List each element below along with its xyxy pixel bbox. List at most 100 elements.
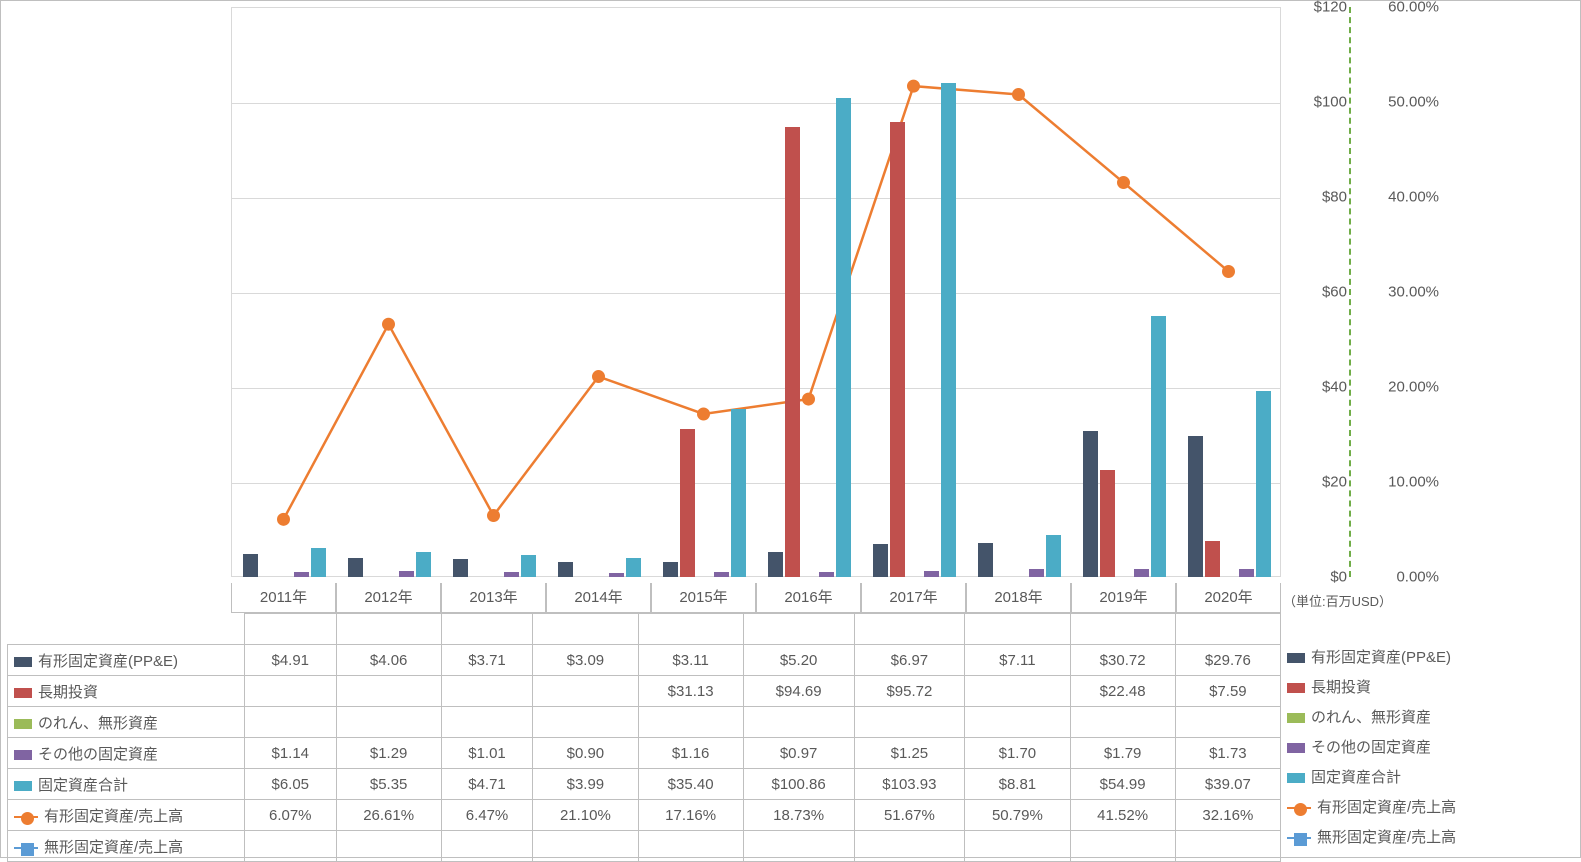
- legend-right-item: 有形固定資産(PP&E): [1283, 643, 1575, 673]
- table-row: のれん、無形資産: [8, 707, 1281, 738]
- bar-other: [924, 571, 939, 577]
- legend-swatch: [14, 719, 32, 729]
- legend-label: 有形固定資産(PP&E): [38, 653, 178, 670]
- legend-right: .有形固定資産(PP&E)長期投資のれん、無形資産その他の固定資産固定資産合計有…: [1283, 613, 1575, 853]
- data-cell: $3.11: [638, 645, 743, 676]
- legend-swatch: [14, 781, 32, 791]
- bar-ppe: [558, 562, 573, 577]
- data-cell: [965, 707, 1070, 738]
- legend-swatch: [14, 688, 32, 698]
- data-cell: [965, 676, 1070, 707]
- legend-label: 固定資産合計: [1311, 769, 1401, 786]
- data-cell: [1175, 831, 1280, 862]
- category-label: 2018年: [966, 583, 1071, 613]
- legend-label: 無形固定資産/売上高: [1317, 829, 1456, 846]
- legend-label: 有形固定資産(PP&E): [1311, 649, 1451, 666]
- bar-ppe: [243, 554, 258, 577]
- data-cell: $8.81: [965, 769, 1070, 800]
- bar-total: [416, 552, 431, 577]
- legend-label: 長期投資: [38, 684, 98, 701]
- data-cell: $29.76: [1175, 645, 1280, 676]
- legend-swatch: [1287, 713, 1305, 723]
- y2-tick-label: 20.00%: [1359, 379, 1439, 396]
- data-cell: [441, 676, 533, 707]
- y1-tick-label: $40: [1287, 379, 1347, 396]
- bar-total: [1151, 316, 1166, 577]
- bar-group: [1187, 391, 1272, 577]
- data-cell: $1.01: [441, 738, 533, 769]
- data-cell: $94.69: [743, 676, 854, 707]
- gridline: [232, 103, 1280, 104]
- data-cell: $6.05: [245, 769, 337, 800]
- chart-frame: （単位:百万USD） .有形固定資産(PP&E)長期投資のれん、無形資産その他の…: [0, 0, 1581, 858]
- legend-label: 有形固定資産/売上高: [1317, 799, 1456, 816]
- y1-tick-label: $0: [1287, 569, 1347, 586]
- data-cell: $4.91: [245, 645, 337, 676]
- data-cell: $3.99: [533, 769, 638, 800]
- data-cell: [1070, 831, 1175, 862]
- data-cell: $54.99: [1070, 769, 1175, 800]
- bar-group: [347, 552, 432, 577]
- unit-label: （単位:百万USD）: [1283, 591, 1392, 610]
- data-cell: [638, 707, 743, 738]
- data-cell: $7.11: [965, 645, 1070, 676]
- bar-lti: [785, 127, 800, 577]
- bar-ppe: [1188, 436, 1203, 577]
- bar-total: [1046, 535, 1061, 577]
- category-label: 2016年: [756, 583, 861, 613]
- bar-group: [767, 98, 852, 577]
- legend-swatch: [1287, 653, 1305, 663]
- data-cell: 6.07%: [245, 800, 337, 831]
- legend-swatch: [1287, 807, 1311, 809]
- bar-other: [504, 572, 519, 577]
- legend-label: 有形固定資産/売上高: [44, 808, 183, 825]
- y2-tick-label: 60.00%: [1359, 0, 1439, 16]
- data-cell: 21.10%: [533, 800, 638, 831]
- data-cell: [441, 831, 533, 862]
- legend-swatch: [14, 847, 38, 849]
- legend-label: のれん、無形資産: [38, 715, 158, 732]
- category-label: 2019年: [1071, 583, 1176, 613]
- data-cell: $6.97: [854, 645, 965, 676]
- legend-swatch: [1287, 683, 1305, 693]
- legend-cell: その他の固定資産: [8, 738, 245, 769]
- data-cell: [533, 676, 638, 707]
- category-label: 2014年: [546, 583, 651, 613]
- plot-area: [231, 7, 1281, 577]
- table-row: 有形固定資産(PP&E)$4.91$4.06$3.71$3.09$3.11$5.…: [8, 645, 1281, 676]
- y1-tick-label: $60: [1287, 284, 1347, 301]
- legend-label: 無形固定資産/売上高: [44, 839, 183, 856]
- bar-ppe: [348, 558, 363, 577]
- bar-other: [1029, 569, 1044, 577]
- legend-swatch: [14, 816, 38, 818]
- data-cell: $0.90: [533, 738, 638, 769]
- bar-total: [731, 409, 746, 577]
- y2-tick-label: 40.00%: [1359, 189, 1439, 206]
- data-cell: $5.20: [743, 645, 854, 676]
- bar-other: [1134, 569, 1149, 578]
- data-cell: [854, 707, 965, 738]
- legend-right-item: のれん、無形資産: [1283, 703, 1575, 733]
- category-label: 2017年: [861, 583, 966, 613]
- data-cell: $103.93: [854, 769, 965, 800]
- y1-tick-label: $20: [1287, 474, 1347, 491]
- legend-label: その他の固定資産: [1311, 739, 1431, 756]
- data-cell: [965, 831, 1070, 862]
- table-row: その他の固定資産$1.14$1.29$1.01$0.90$1.16$0.97$1…: [8, 738, 1281, 769]
- y2-tick-label: 30.00%: [1359, 284, 1439, 301]
- category-label: 2011年: [231, 583, 336, 613]
- data-cell: 18.73%: [743, 800, 854, 831]
- bar-group: [557, 558, 642, 577]
- legend-cell: 無形固定資産/売上高: [8, 831, 245, 862]
- data-cell: $95.72: [854, 676, 965, 707]
- gridline: [232, 198, 1280, 199]
- legend-right-item: 無形固定資産/売上高: [1283, 823, 1575, 853]
- data-cell: $1.70: [965, 738, 1070, 769]
- data-cell: $1.73: [1175, 738, 1280, 769]
- legend-cell: のれん、無形資産: [8, 707, 245, 738]
- table-row: 固定資産合計$6.05$5.35$4.71$3.99$35.40$100.86$…: [8, 769, 1281, 800]
- data-cell: [743, 707, 854, 738]
- legend-swatch: [14, 657, 32, 667]
- data-cell: [245, 831, 337, 862]
- data-cell: [336, 676, 441, 707]
